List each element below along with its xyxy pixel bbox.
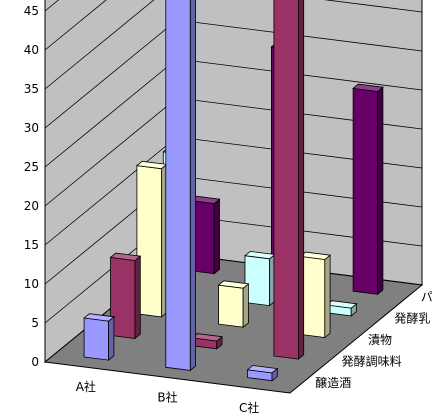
bar-top [217,280,250,289]
y-tick-label: 45 [24,4,39,18]
bar [135,160,168,318]
y-axis-ticks: 05101520253035404550 [24,4,39,369]
bar [299,251,332,339]
category-labels: A社 B社 C社 [76,379,260,415]
bar [244,250,276,307]
bar [352,83,384,296]
bar-front [352,87,379,295]
y-tick-label: 0 [31,355,39,369]
bar [83,313,115,361]
gridline [44,0,423,90]
bar-front [273,0,299,360]
bar-side [108,315,115,361]
bar-front [83,317,109,361]
bar [109,252,142,340]
bar-top [83,313,115,322]
bar-top [352,83,384,92]
series-label: 醸造酒 [315,376,351,390]
bar-side [134,255,141,340]
series-label: 漬物 [368,332,392,347]
bar [246,365,279,382]
y-tick-label: 25 [24,160,39,174]
bar-top [109,252,142,261]
y-tick-label: 20 [24,199,39,213]
y-tick-label: 5 [31,316,39,330]
bar-side [189,0,197,372]
bar-side [242,283,249,329]
bar [217,280,250,329]
series-label: 発酵調味料 [342,355,402,369]
bar-top [246,365,279,374]
y-tick-label: 40 [24,43,39,57]
bar-side [377,86,384,296]
bar-side [213,198,220,275]
bar-side [324,254,331,339]
bar [191,333,223,350]
bar-front [218,284,244,328]
series-label: パン酵母 [421,290,432,304]
series-label: 発酵乳 [394,311,430,325]
bar [325,300,358,317]
y-tick-label: 30 [24,121,39,135]
y-tick-label: 35 [24,82,39,96]
category-label: A社 [76,379,96,394]
bar-front [165,0,191,371]
y-tick-label: 15 [24,238,39,252]
y-tick-label: 10 [24,277,39,291]
chart-bars [83,0,384,382]
gridline [44,0,107,51]
bar [165,0,197,372]
bar-side [297,0,305,360]
category-label: B社 [157,390,177,405]
bar [273,0,305,360]
category-label: C社 [239,400,259,415]
